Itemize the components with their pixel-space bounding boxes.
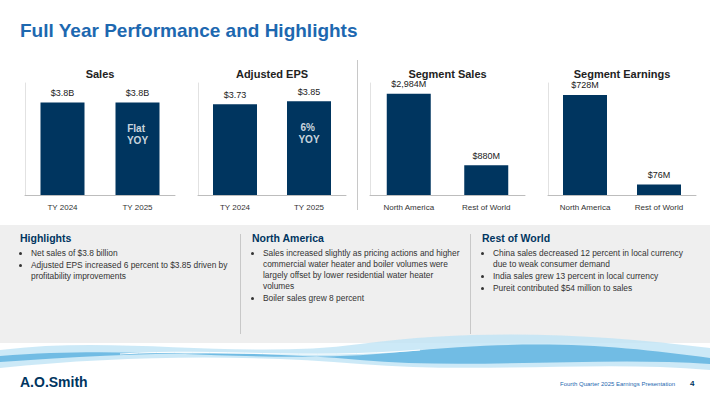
svg-text:TY 2025: TY 2025 xyxy=(122,203,153,212)
html-text:Net sales of $3.8 billion: Net sales of $3.8 billion xyxy=(31,248,118,258)
html-text:Full Year Performance and High: Full Year Performance and Highlights xyxy=(20,20,358,41)
html-text:Highlights: Highlights xyxy=(20,232,72,244)
html-text:Sales increased slightly as pr: Sales increased slightly as pricing acti… xyxy=(263,248,460,291)
svg-text:YOY: YOY xyxy=(298,134,319,145)
svg-text:North America: North America xyxy=(560,203,611,212)
svg-text:$2,984M: $2,984M xyxy=(391,79,426,89)
html-text:Rest of World: Rest of World xyxy=(482,232,551,244)
svg-text:Flat: Flat xyxy=(127,123,148,134)
svg-text:6%: 6% xyxy=(300,122,317,133)
svg-text:Segment Sales: Segment Sales xyxy=(408,68,486,80)
svg-text:North America: North America xyxy=(383,203,434,212)
html-text:North America: North America xyxy=(252,232,324,244)
svg-text:$3.8B: $3.8B xyxy=(126,88,150,98)
svg-text:Adjusted EPS: Adjusted EPS xyxy=(236,68,308,80)
svg-text:Rest of World: Rest of World xyxy=(462,203,510,212)
html-text:India sales grew 13 percent in: India sales grew 13 percent in local cur… xyxy=(493,271,659,281)
svg-text:TY 2024: TY 2024 xyxy=(47,203,78,212)
svg-text:$880M: $880M xyxy=(472,151,500,161)
svg-text:TY 2025: TY 2025 xyxy=(294,203,325,212)
html-text:China sales decreased 12 perce: China sales decreased 12 percent in loca… xyxy=(493,248,683,269)
html-text:Pureit contributed $54 million: Pureit contributed $54 million to sales xyxy=(493,283,633,293)
html-text:A.O.Smith: A.O.Smith xyxy=(20,374,88,390)
html-text:Boiler sales grew 8 percent: Boiler sales grew 8 percent xyxy=(263,293,364,303)
svg-text:Rest of World: Rest of World xyxy=(635,203,683,212)
svg-text:$76M: $76M xyxy=(648,170,671,180)
html-text:4: 4 xyxy=(690,379,695,388)
html-text:Fourth Quarter 2025 Earnings P: Fourth Quarter 2025 Earnings Presentatio… xyxy=(560,381,676,387)
svg-text:$3.8B: $3.8B xyxy=(51,88,75,98)
html-text:Adjusted EPS increased 6 perce: Adjusted EPS increased 6 percent to $3.8… xyxy=(31,260,228,281)
svg-text:Sales: Sales xyxy=(86,68,115,80)
svg-text:Segment Earnings: Segment Earnings xyxy=(574,68,671,80)
svg-text:YOY: YOY xyxy=(127,135,148,146)
svg-text:$728M: $728M xyxy=(571,80,599,90)
svg-text:TY 2024: TY 2024 xyxy=(220,203,251,212)
svg-text:$3.73: $3.73 xyxy=(224,90,247,100)
svg-text:$3.85: $3.85 xyxy=(298,87,321,97)
